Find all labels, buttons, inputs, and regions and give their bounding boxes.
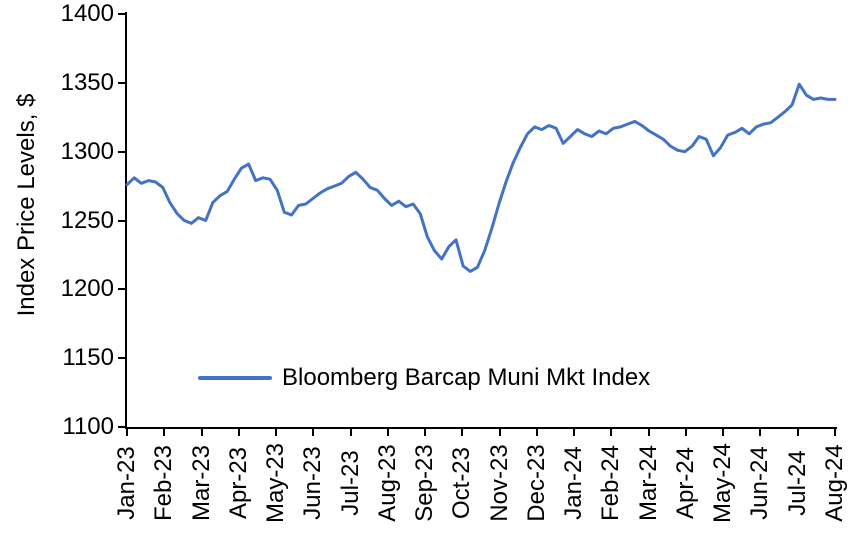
y-axis-tick	[118, 426, 125, 428]
x-tick-label: Mar-23	[187, 444, 215, 522]
x-axis-tick	[163, 429, 166, 436]
x-axis-tick	[237, 429, 240, 436]
x-tick-label: Jan-23	[113, 446, 140, 520]
legend-line-swatch	[198, 376, 272, 380]
x-axis-tick	[684, 429, 687, 436]
y-axis-tick	[118, 357, 125, 360]
x-axis-tick	[126, 429, 128, 436]
x-tick-label: Sep-23	[411, 444, 439, 522]
x-tick-label: Aug-24	[821, 444, 848, 522]
x-axis-tick	[610, 429, 613, 436]
x-axis-tick	[647, 429, 650, 436]
x-tick-label: Oct-23	[448, 446, 476, 520]
x-axis-line	[125, 427, 837, 429]
x-axis-tick	[275, 429, 278, 436]
index-line	[125, 82, 837, 273]
x-axis-tick	[498, 429, 501, 436]
legend-label: Bloomberg Barcap Muni Mkt Index	[282, 364, 651, 391]
y-axis-tick	[118, 150, 125, 153]
x-axis-tick	[796, 429, 799, 436]
x-tick-label: Jul-23	[336, 450, 364, 516]
y-axis-tick	[118, 219, 125, 222]
y-tick-label: 1250	[60, 206, 114, 234]
x-axis-tick	[573, 429, 576, 436]
x-tick-label: Jul-24	[783, 450, 811, 516]
x-axis-tick	[424, 429, 427, 436]
y-tick-label: 1400	[60, 0, 114, 27]
x-tick-label: May-23	[262, 442, 290, 524]
x-axis-tick	[535, 429, 538, 436]
y-tick-label: 1350	[60, 68, 114, 96]
x-tick-label: Feb-23	[150, 444, 178, 522]
x-axis-tick	[349, 429, 352, 436]
x-axis-tick	[200, 429, 203, 436]
y-tick-label: 1100	[62, 413, 114, 440]
y-tick-label: 1300	[60, 137, 114, 165]
y-axis-tick	[118, 13, 125, 15]
legend: Bloomberg Barcap Muni Mkt Index	[198, 364, 650, 392]
y-axis-line	[125, 12, 127, 429]
x-tick-label: Jun-23	[299, 446, 327, 520]
y-tick-label: 1150	[62, 344, 114, 372]
x-axis-tick	[834, 429, 836, 436]
x-tick-label: Dec-23	[522, 444, 550, 522]
y-axis-tick	[118, 288, 125, 291]
x-tick-label: Apr-23	[224, 446, 252, 520]
x-axis-tick	[759, 429, 762, 436]
x-tick-label: Nov-23	[485, 444, 513, 522]
x-tick-label: Jun-24	[746, 446, 774, 520]
x-axis-tick	[461, 429, 464, 436]
x-tick-label: Mar-24	[634, 444, 662, 522]
x-tick-label: Apr-24	[671, 446, 699, 520]
x-axis-tick	[386, 429, 389, 436]
plot-area	[125, 82, 837, 273]
x-tick-label: Feb-24	[597, 444, 625, 522]
x-axis-tick	[312, 429, 315, 436]
x-tick-label: Aug-23	[373, 444, 401, 522]
y-axis-tick	[118, 81, 125, 84]
y-tick-label: 1200	[60, 275, 114, 303]
x-tick-label: May-24	[709, 442, 737, 524]
x-axis-tick	[722, 429, 725, 436]
x-tick-label: Jan-24	[560, 446, 588, 520]
